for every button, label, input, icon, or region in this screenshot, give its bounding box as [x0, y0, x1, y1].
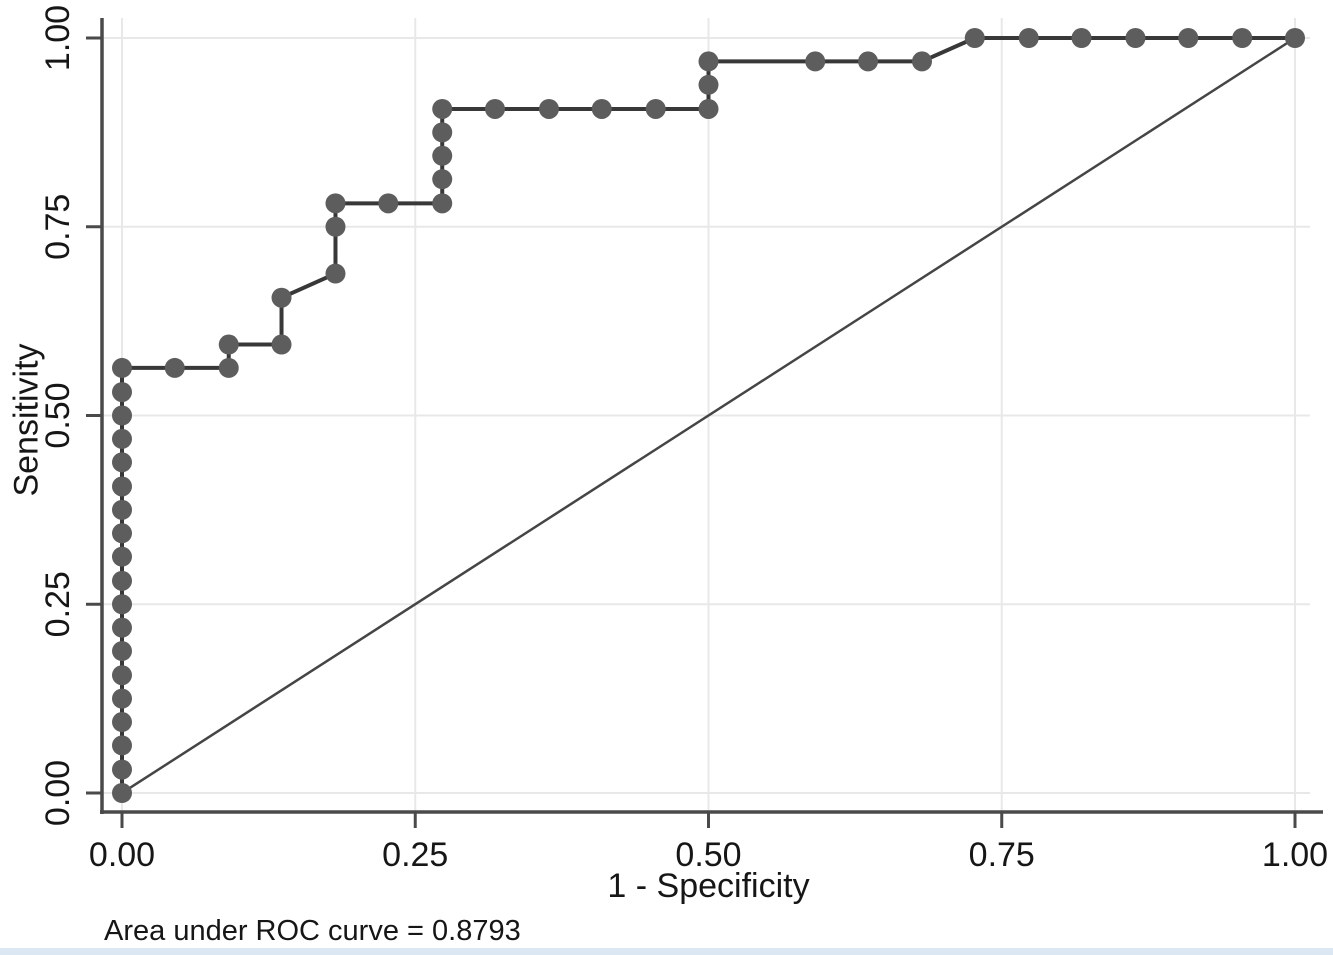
roc-point: [698, 98, 719, 119]
roc-point: [112, 357, 132, 378]
roc-point: [432, 98, 453, 119]
roc-point: [218, 357, 239, 378]
roc-point: [325, 263, 346, 284]
roc-point: [1232, 28, 1253, 48]
y-tick-label: 0.50: [39, 382, 77, 448]
y-tick-label: 0.75: [39, 194, 77, 260]
roc-point: [112, 382, 132, 403]
roc-point: [911, 51, 932, 72]
roc-point: [112, 428, 132, 449]
roc-point: [591, 98, 612, 119]
roc-point: [112, 665, 132, 686]
x-tick-label: 0.00: [89, 836, 155, 874]
roc-point: [645, 98, 666, 119]
roc-point: [378, 193, 399, 214]
bottom-edge-strip: [0, 948, 1333, 955]
x-tick-label: 1.00: [1262, 836, 1328, 874]
roc-point: [432, 145, 453, 166]
y-axis-title: Sensitivity: [7, 343, 46, 497]
x-tick-label: 0.75: [969, 836, 1035, 874]
roc-point: [271, 287, 292, 308]
roc-point: [432, 193, 453, 214]
auc-caption: Area under ROC curve = 0.8793: [104, 915, 521, 947]
roc-point: [112, 641, 132, 662]
roc-point: [112, 783, 132, 803]
x-tick-label: 0.25: [382, 836, 448, 874]
roc-point: [112, 523, 132, 544]
roc-point: [964, 28, 985, 48]
roc-point: [1178, 28, 1199, 48]
roc-point: [325, 193, 346, 214]
reference-line: [121, 36, 1296, 795]
roc-point: [112, 546, 132, 567]
roc-point: [112, 594, 132, 615]
roc-point: [1285, 28, 1305, 48]
roc-point: [1018, 28, 1039, 48]
y-tick-label: 0.25: [39, 571, 77, 637]
roc-point: [112, 476, 132, 497]
roc-point: [271, 334, 292, 355]
roc-point: [112, 570, 132, 591]
roc-point: [858, 51, 879, 72]
roc-point: [112, 688, 132, 709]
roc-point: [805, 51, 826, 72]
roc-point: [325, 216, 346, 237]
x-axis-title: 1 - Specificity: [607, 867, 810, 905]
roc-point: [112, 499, 132, 520]
roc-point: [1071, 28, 1092, 48]
y-tick-label: 1.00: [39, 5, 77, 71]
roc-point: [432, 122, 453, 143]
roc-point: [164, 357, 185, 378]
roc-point: [112, 712, 132, 733]
roc-point: [112, 405, 132, 426]
roc-point: [112, 617, 132, 638]
x-tick-label: 0.50: [675, 836, 741, 874]
roc-point: [432, 169, 453, 190]
roc-point: [112, 759, 132, 780]
roc-point: [218, 334, 239, 355]
y-tick-label: 0.00: [39, 760, 77, 826]
roc-point: [485, 98, 506, 119]
roc-point: [698, 74, 719, 95]
roc-point: [538, 98, 559, 119]
roc-point: [1125, 28, 1146, 48]
roc-point: [112, 452, 132, 473]
roc-point: [112, 735, 132, 756]
roc-point: [698, 51, 719, 72]
